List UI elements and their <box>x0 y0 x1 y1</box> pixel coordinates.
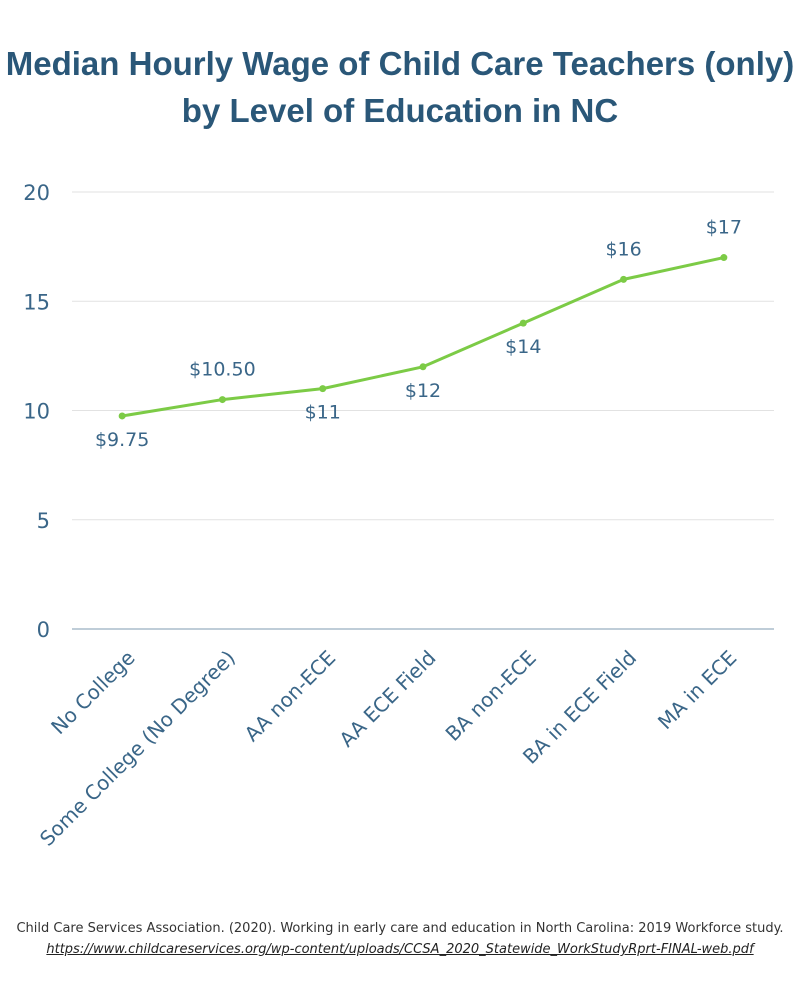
data-label: $9.75 <box>95 429 149 451</box>
point <box>419 363 427 371</box>
x-tick-label: AA ECE Field <box>334 646 440 752</box>
x-tick-label: No College <box>46 646 139 739</box>
x-tick-label: BA non-ECE <box>441 646 541 746</box>
y-tick-label: 15 <box>23 290 50 314</box>
point <box>218 396 226 404</box>
x-tick-label: AA non-ECE <box>240 646 341 747</box>
point <box>118 412 126 420</box>
y-tick-label: 10 <box>23 400 50 424</box>
chart-title: Median Hourly Wage of Child Care Teacher… <box>5 45 795 129</box>
x-tick-label: MA in ECE <box>653 646 741 734</box>
y-tick-label: 20 <box>23 181 50 205</box>
point <box>319 385 327 393</box>
x-tick-label: Some College (No Degree) <box>35 646 240 851</box>
data-label: $11 <box>305 402 341 424</box>
data-label: $14 <box>505 336 541 358</box>
data-label: $17 <box>706 217 742 239</box>
y-tick-label: 0 <box>37 618 50 642</box>
point <box>720 254 728 262</box>
data-label: $16 <box>605 238 641 260</box>
data-label: $10.50 <box>189 359 255 381</box>
point <box>519 319 527 327</box>
data-label: $12 <box>405 380 441 402</box>
source-text: Child Care Services Association. (2020).… <box>16 921 784 936</box>
source: Child Care Services Association. (2020).… <box>0 918 800 960</box>
source-link[interactable]: https://www.childcareservices.org/wp-con… <box>46 942 754 957</box>
point <box>620 275 628 283</box>
y-tick-label: 5 <box>37 509 50 533</box>
